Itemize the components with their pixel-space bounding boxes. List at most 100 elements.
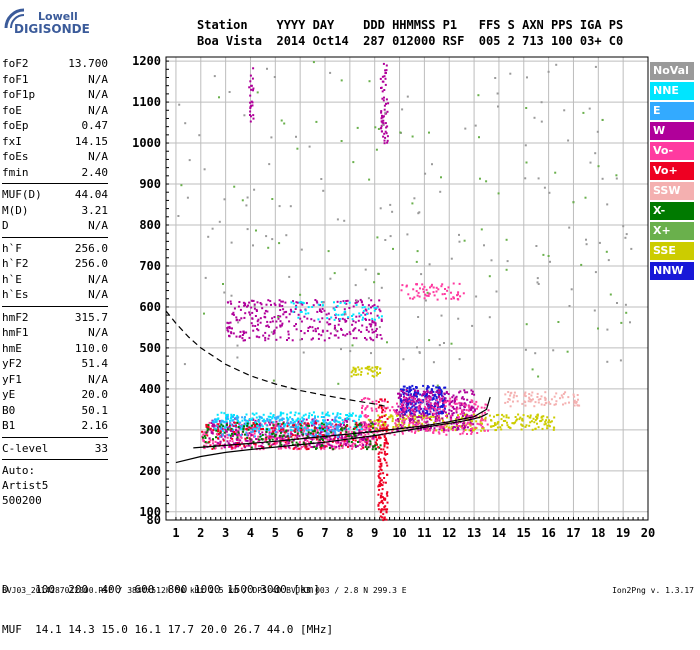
echo-point [429, 408, 432, 411]
echo-point [327, 432, 330, 435]
echo-point [461, 426, 464, 429]
echo-point [461, 432, 464, 435]
echo-point [268, 445, 271, 448]
echo-point [296, 448, 299, 451]
echo-point [249, 80, 252, 83]
echo-point [178, 103, 181, 106]
echo-point [401, 410, 404, 413]
echo-point [370, 338, 373, 341]
param-row: h`E N/A [2, 272, 108, 288]
echo-point [366, 440, 369, 443]
echo-point [306, 435, 309, 438]
echo-point [233, 307, 236, 310]
echo-point [286, 416, 288, 419]
echo-point [350, 436, 353, 439]
echo-point [364, 428, 367, 431]
echo-point [217, 433, 220, 435]
echo-point [598, 241, 601, 244]
echo-point [419, 408, 422, 411]
echo-point [253, 305, 256, 308]
echo-point [251, 300, 254, 302]
echo-point [264, 433, 267, 436]
echo-point [285, 234, 288, 237]
echo-point [380, 484, 383, 487]
param-value: 315.7 [74, 310, 108, 324]
echo-point [370, 306, 372, 309]
echo-point [405, 402, 408, 404]
echo-point [229, 429, 232, 432]
echo-point [625, 311, 628, 314]
echo-point [337, 313, 340, 316]
echo-point [446, 399, 449, 402]
echo-point [385, 461, 388, 464]
echo-point [291, 441, 294, 444]
echo-point [245, 431, 248, 434]
echo-point [271, 438, 274, 441]
echo-point [421, 414, 424, 417]
echo-point [276, 441, 278, 444]
echo-point [251, 412, 254, 415]
echo-point [226, 440, 229, 443]
echo-point [417, 212, 420, 215]
echo-point [338, 445, 340, 448]
echo-point [270, 421, 273, 424]
echo-point [226, 422, 228, 425]
echo-point [521, 402, 524, 405]
echo-point [254, 445, 257, 448]
echo-point [455, 402, 458, 405]
echo-point [470, 432, 473, 435]
echo-point [584, 196, 587, 199]
echo-point [337, 437, 339, 440]
echo-point [379, 427, 382, 430]
echo-point [381, 130, 383, 133]
echo-point [316, 428, 319, 431]
echo-point [358, 433, 361, 435]
param-name: foF1p [2, 88, 36, 101]
echo-point [333, 318, 336, 321]
echo-point [236, 414, 239, 417]
legend-item: W [650, 122, 694, 140]
echo-point [234, 444, 237, 447]
echo-point [246, 434, 249, 437]
echo-point [376, 419, 378, 422]
echo-point [249, 313, 252, 316]
echo-point [379, 371, 381, 374]
echo-point [299, 423, 302, 426]
echo-point [437, 391, 440, 394]
echo-point [448, 426, 450, 429]
echo-point [452, 296, 455, 299]
echo-point [426, 410, 429, 413]
echo-point [398, 396, 401, 399]
echo-point [540, 120, 543, 123]
echo-point [447, 428, 450, 431]
echo-point [354, 321, 357, 324]
param-name: fmin [2, 165, 29, 179]
echo-point [440, 389, 443, 392]
echo-point [317, 318, 320, 321]
echo-point [438, 428, 441, 431]
echo-point [351, 344, 354, 347]
echo-point [364, 415, 367, 418]
echo-point [249, 444, 252, 447]
echo-point [216, 424, 219, 427]
echo-point [493, 422, 496, 425]
echo-point [381, 496, 384, 499]
echo-point [422, 384, 425, 387]
echo-point [273, 316, 276, 318]
echo-point [340, 348, 342, 351]
echo-point [249, 114, 251, 116]
echo-point [349, 426, 352, 429]
echo-point [384, 111, 387, 114]
echo-point [231, 419, 234, 422]
echo-point [383, 142, 386, 145]
echo-point [402, 401, 405, 404]
echo-point [342, 333, 345, 336]
echo-point [284, 436, 287, 439]
echo-point [418, 414, 420, 417]
echo-point [414, 402, 417, 405]
echo-point [250, 322, 253, 325]
echo-point [430, 405, 433, 408]
echo-point [278, 422, 281, 425]
echo-point [380, 479, 383, 482]
echo-point [254, 443, 257, 446]
